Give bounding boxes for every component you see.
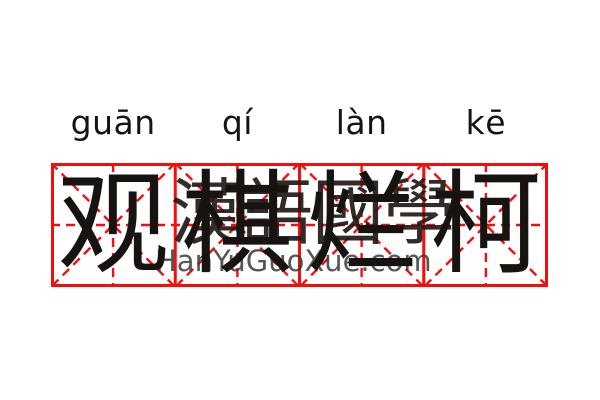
idiom-characters-row: 观 棋 烂 柯 [51,163,548,287]
watermark-cjk: 漢語國學 [170,171,455,255]
pinyin-row: guān qí làn kē [51,103,548,153]
practice-grid [51,163,548,287]
idiom-character-3: 烂 [305,160,418,290]
idiom-character-2: 棋 [181,160,294,290]
pinyin-syllable-3: làn [335,103,388,142]
grid-lines-graphic [51,163,548,287]
watermark-site-name: HanYuGuoXue.com [155,244,432,278]
idiom-character-4: 柯 [429,160,542,290]
pinyin-syllable-2: qí [221,103,253,142]
pinyin-syllable-4: kē [465,103,507,142]
idiom-character-1: 观 [57,160,170,290]
pinyin-syllable-1: guān [70,103,156,142]
